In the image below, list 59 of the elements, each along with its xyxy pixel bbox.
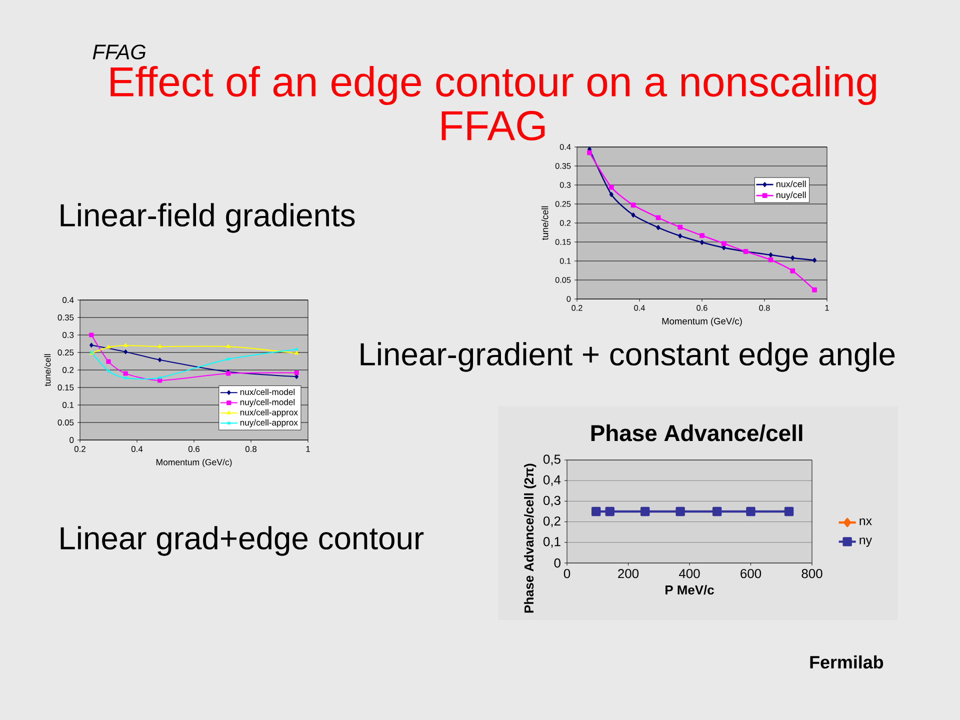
x-tick-label: 0.2 <box>74 446 86 452</box>
x-axis-title: P MeV/c <box>666 585 714 595</box>
x-tick-label: 1 <box>825 305 829 311</box>
text: Linear-gradient + constant edge angle <box>360 342 895 372</box>
y-tick-label: 0.15 <box>555 239 571 245</box>
x-tick-label: 0.4 <box>131 446 143 452</box>
x-axis-title: Momentum (GeV/c) <box>662 318 742 326</box>
legend-label: ny <box>860 538 872 547</box>
legend-label: nuy/cell-model <box>240 398 295 407</box>
y-tick-label: 0,3 <box>543 496 560 507</box>
y-tick-label: 0 <box>566 296 571 302</box>
y-axis-title: Phase Advance/cell (2π) <box>524 464 536 613</box>
text: FFAG <box>92 44 146 60</box>
legend-label: nux/cell <box>776 180 806 188</box>
y-tick-label: 0.05 <box>555 277 571 283</box>
y-tick-label: 0.2 <box>62 367 74 373</box>
y-tick-label: 0.3 <box>560 182 571 188</box>
text: Effect of an edge contour on a nonscaling FFAG <box>110 66 876 141</box>
legend-label: nx <box>860 518 872 526</box>
legend-label: nuy/cell-approx <box>240 419 298 428</box>
x-tick-label: 0.8 <box>245 446 257 452</box>
legend-label: nux/cell-approx <box>240 409 298 418</box>
y-tick-label: 0 <box>554 558 560 568</box>
y-tick-label: 0.1 <box>62 402 74 408</box>
x-tick-label: 800 <box>802 569 822 578</box>
y-tick-label: 0.35 <box>555 163 571 169</box>
y-tick-label: 0 <box>70 437 74 443</box>
text: Linear-field gradients <box>60 203 355 233</box>
y-axis-title: tune/cell <box>44 354 51 386</box>
y-tick-label: 0.35 <box>58 314 74 320</box>
y-tick-label: 0,1 <box>543 537 560 548</box>
y-tick-label: 0,4 <box>543 475 561 486</box>
x-tick-label: 0.8 <box>759 305 770 311</box>
y-tick-label: 0.25 <box>555 201 571 207</box>
x-tick-label: 0.4 <box>634 305 645 311</box>
y-tick-label: 0.15 <box>58 384 74 390</box>
y-tick-label: 0.2 <box>560 220 571 226</box>
y-tick-label: 0.05 <box>58 420 74 426</box>
text: Linear grad+edge contour <box>60 526 424 556</box>
x-tick-label: 600 <box>740 569 762 578</box>
text: Fermilab <box>810 655 884 669</box>
y-tick-label: 0.25 <box>58 350 74 356</box>
y-tick-label: 0,5 <box>543 454 560 466</box>
y-axis-title: tune/cell <box>541 206 548 240</box>
y-tick-label: 0.4 <box>62 297 74 303</box>
x-tick-label: 0.2 <box>572 305 582 311</box>
y-tick-label: 0.3 <box>62 332 74 338</box>
x-tick-label: 200 <box>618 569 639 578</box>
x-tick-label: 0.6 <box>188 446 200 452</box>
y-tick-label: 0.4 <box>560 144 571 150</box>
legend-label: nux/cell-model <box>240 388 295 396</box>
x-tick-label: 1 <box>306 446 310 452</box>
y-tick-label: 0.1 <box>560 258 571 264</box>
legend-label: nuy/cell <box>776 192 806 200</box>
x-tick-label: 0.6 <box>696 305 708 311</box>
x-axis-title: Momentum (GeV/c) <box>156 458 232 468</box>
chart-title: Phase Advance/cell <box>591 424 802 442</box>
y-tick-label: 0,2 <box>543 516 560 528</box>
x-tick-label: 400 <box>678 569 700 578</box>
